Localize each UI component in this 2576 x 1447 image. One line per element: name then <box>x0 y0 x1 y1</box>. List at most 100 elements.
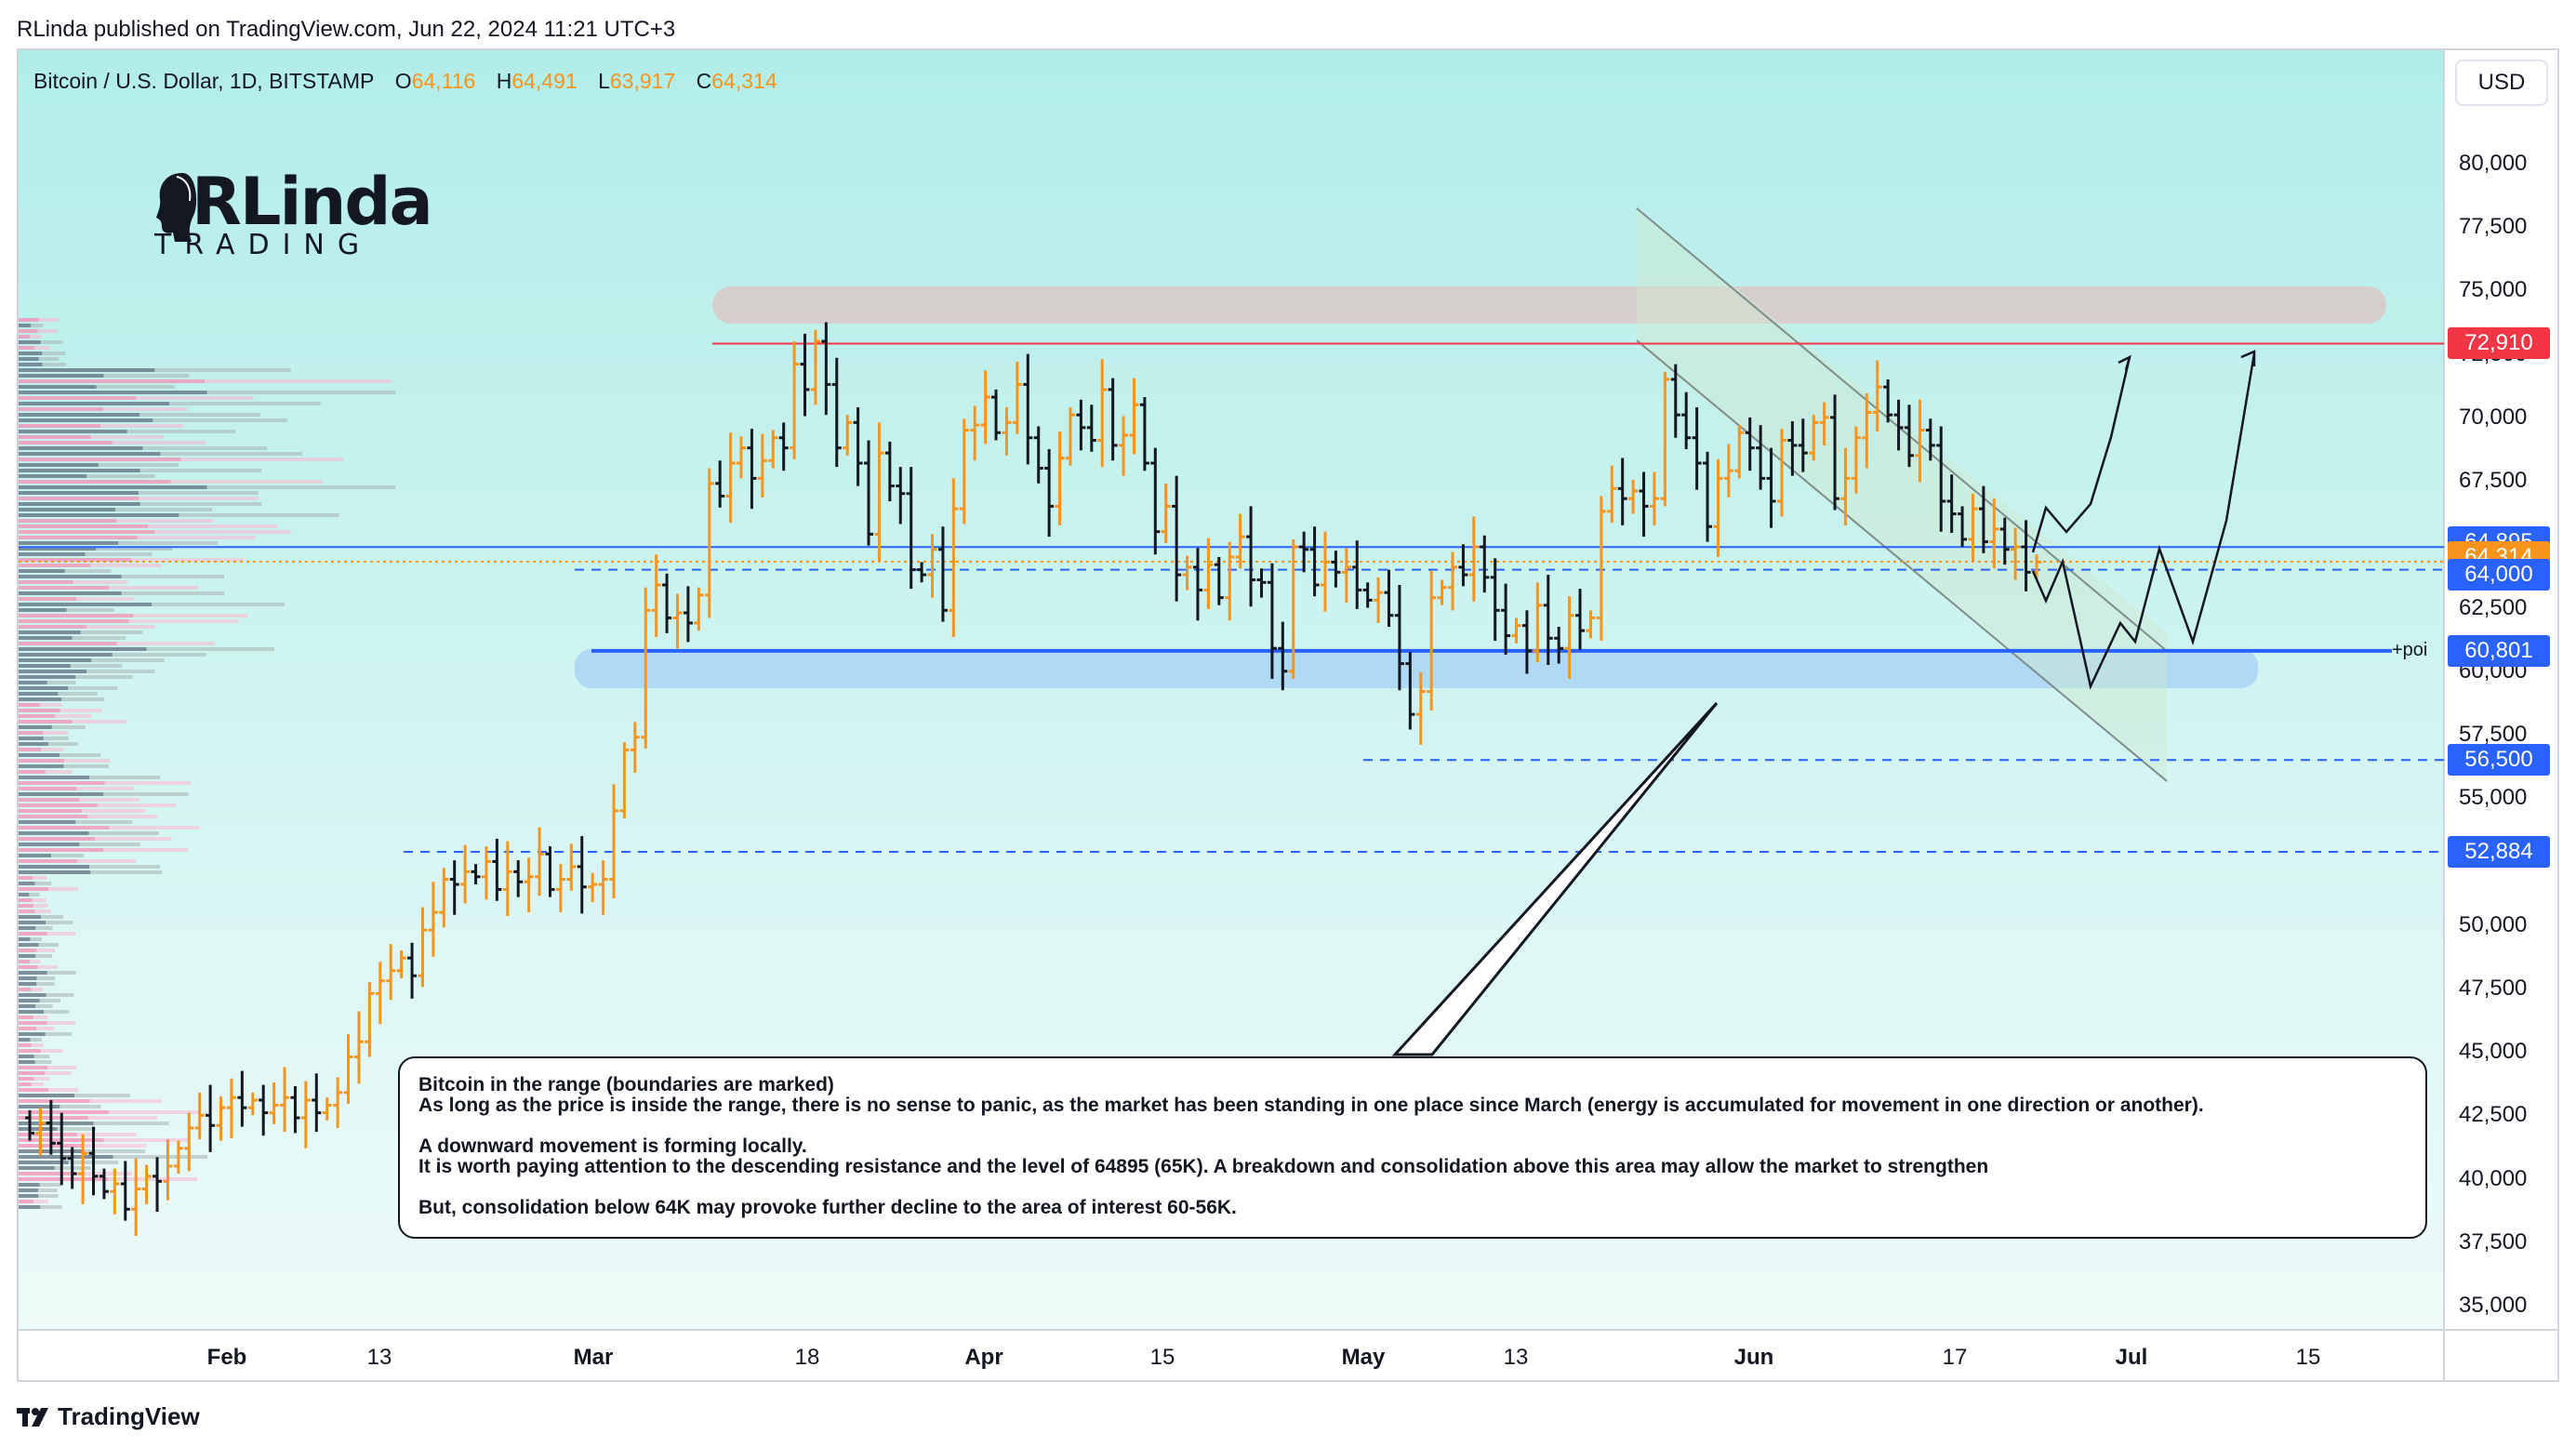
volume-profile-bar <box>88 865 160 869</box>
price-tick-label: 67,500 <box>2459 468 2528 494</box>
volume-profile-bar <box>19 893 30 896</box>
volume-profile-bar <box>58 692 98 696</box>
volume-profile-bar <box>133 614 248 617</box>
volume-profile-bar <box>19 898 33 902</box>
volume-profile-bar <box>19 976 37 980</box>
forecast-path-bullish <box>2031 356 2131 553</box>
volume-profile-bar <box>19 764 64 768</box>
volume-profile-bar <box>19 737 44 740</box>
volume-profile-bar <box>34 882 52 885</box>
tradingview-logo-icon <box>17 1408 48 1427</box>
price-tick-label: 42,500 <box>2459 1102 2528 1128</box>
currency-button[interactable]: USD <box>2455 60 2548 106</box>
low-value: 63,917 <box>609 69 676 93</box>
volume-profile-bar <box>19 1027 37 1030</box>
volume-profile-bar <box>19 1038 31 1042</box>
volume-profile-bar <box>19 909 35 913</box>
volume-profile-bar <box>19 859 78 863</box>
price-tag: 56,500 <box>2448 744 2550 777</box>
chart-pane[interactable] <box>17 48 2559 1382</box>
volume-profile-bar <box>19 608 67 612</box>
volume-profile-bar <box>112 653 206 657</box>
volume-profile-bar <box>19 965 38 969</box>
volume-profile-bar <box>36 1027 55 1030</box>
volume-profile-bar <box>66 608 115 612</box>
volume-profile-bar <box>30 335 42 339</box>
volume-profile-bar <box>19 1082 32 1086</box>
volume-profile-bar <box>19 391 207 394</box>
forecast-arrowhead <box>2118 354 2131 371</box>
volume-profile-bar <box>31 1082 44 1086</box>
volume-profile-bar <box>19 1066 48 1069</box>
volume-profile-bar <box>137 536 256 539</box>
volume-profile-bar <box>46 1021 75 1025</box>
volume-profile-bar <box>139 497 259 500</box>
volume-profile-bar <box>19 1049 41 1053</box>
volume-profile-bar <box>19 363 43 366</box>
time-tick-label: Jul <box>2115 1345 2148 1370</box>
price-tick-label: 77,500 <box>2459 214 2528 240</box>
volume-profile-bar <box>19 1205 41 1209</box>
volume-profile-bar <box>19 614 134 617</box>
price-tag: 52,884 <box>2448 835 2550 868</box>
volume-profile-bar <box>87 815 157 818</box>
volume-profile-bar <box>95 837 172 841</box>
symbol-legend[interactable]: Bitcoin / U.S. Dollar, 1D, BITSTAMP O64,… <box>33 69 792 94</box>
volume-profile-bar <box>146 647 275 651</box>
price-bars <box>25 322 2041 1236</box>
volume-profile-bar <box>50 854 84 857</box>
volume-profile-bar <box>108 1177 198 1181</box>
time-tick-label: 17 <box>1942 1345 1968 1370</box>
volume-profile-bar <box>19 1200 33 1203</box>
volume-profile-bar <box>57 1127 97 1131</box>
volume-profile-bar <box>19 776 90 779</box>
volume-profile-bar <box>19 826 110 830</box>
volume-profile-bar <box>121 575 225 578</box>
volume-profile-bar <box>116 642 215 645</box>
volume-profile-bar <box>19 887 49 891</box>
volume-profile-bar <box>43 731 69 735</box>
volume-profile-bar <box>131 558 245 562</box>
volume-profile-bar <box>19 552 86 556</box>
volume-profile-bar <box>19 843 80 846</box>
volume-profile-bar <box>19 1161 69 1164</box>
volume-profile-bar <box>103 848 189 852</box>
volume-profile-bar <box>90 564 163 567</box>
time-tick-label: Mar <box>573 1345 614 1370</box>
volume-profile-bar <box>19 787 77 790</box>
volume-profile-bar <box>85 552 153 556</box>
volume-profile-bar <box>19 402 170 405</box>
note-title: Bitcoin in the range (boundaries are mar… <box>418 1074 834 1095</box>
volume-profile-bar <box>76 787 135 790</box>
volume-profile-bar <box>139 502 262 506</box>
volume-profile-bar <box>90 435 164 439</box>
volume-profile-bar <box>19 619 129 623</box>
descending-channel-fill <box>1637 208 2167 781</box>
volume-profile-bar <box>43 737 69 740</box>
volume-profile-bar <box>30 1038 42 1042</box>
volume-profile-bar <box>31 324 44 327</box>
volume-profile-bar <box>19 820 76 824</box>
volume-profile-bar <box>128 619 239 623</box>
volume-profile-bar <box>46 681 76 684</box>
volume-profile-bar <box>19 759 65 763</box>
volume-profile-bar <box>42 352 66 355</box>
volume-profile-bar <box>86 670 155 673</box>
volume-profile-bar <box>38 318 60 322</box>
volume-profile-bar <box>72 720 126 724</box>
volume-profile-bar <box>19 1105 60 1108</box>
close-label: C <box>696 69 712 93</box>
volume-profile-bar <box>19 653 113 657</box>
volume-profile-bar <box>19 463 99 467</box>
volume-profile-bar <box>19 530 155 534</box>
volume-profile-bar <box>19 803 98 807</box>
volume-profile-bar <box>19 396 137 400</box>
low-label: L <box>598 69 610 93</box>
volume-profile-bar <box>70 664 123 668</box>
volume-profile-bar <box>19 407 103 411</box>
tradingview-footer[interactable]: TradingView <box>17 1402 200 1431</box>
volume-profile-bar <box>19 1194 39 1198</box>
volume-profile-bar <box>90 870 163 874</box>
volume-profile-bar <box>46 921 73 924</box>
volume-profile-bar <box>19 999 40 1002</box>
